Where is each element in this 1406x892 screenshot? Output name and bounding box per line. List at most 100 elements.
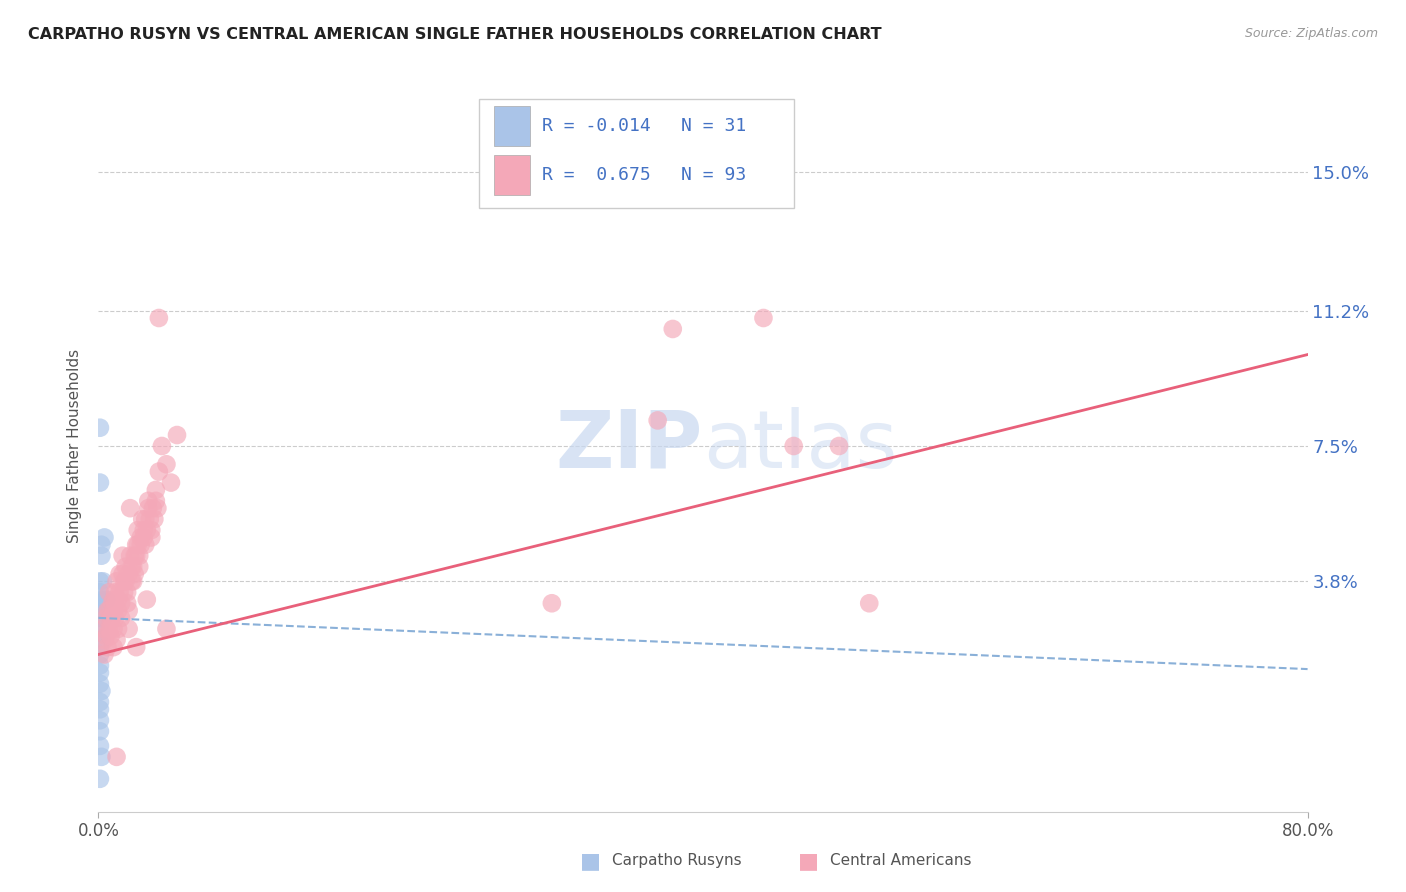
Point: [89, 695, 111, 709]
Point: [105, 749, 128, 764]
Point: [98, 585, 121, 599]
Point: [89, 640, 111, 655]
Point: [129, 530, 152, 544]
Point: [89, 724, 111, 739]
Point: [128, 559, 150, 574]
Point: [89, 772, 111, 786]
Point: [110, 596, 132, 610]
Point: [91, 622, 114, 636]
Bar: [494, 106, 530, 146]
Point: [91, 592, 114, 607]
Text: Source: ZipAtlas.com: Source: ZipAtlas.com: [1244, 27, 1378, 40]
Point: [101, 596, 124, 610]
Point: [89, 665, 111, 680]
Point: [858, 596, 880, 610]
Point: [90, 549, 112, 563]
Point: [752, 311, 775, 326]
Point: [107, 622, 129, 636]
Point: [647, 413, 669, 427]
Point: [89, 618, 111, 632]
Point: [101, 611, 124, 625]
Point: [89, 648, 111, 662]
Point: [124, 549, 146, 563]
Point: [111, 549, 134, 563]
Point: [89, 625, 111, 640]
Point: [108, 567, 131, 582]
Point: [828, 439, 851, 453]
Text: N = 31: N = 31: [682, 118, 747, 136]
Point: [112, 574, 135, 589]
Text: N = 93: N = 93: [682, 167, 747, 185]
Point: [121, 559, 143, 574]
Point: [148, 311, 170, 326]
Point: [150, 439, 173, 453]
Point: [89, 676, 111, 690]
Point: [107, 592, 129, 607]
Point: [110, 611, 132, 625]
Point: [121, 574, 143, 589]
Point: [104, 596, 127, 610]
Point: [93, 530, 115, 544]
Point: [100, 629, 122, 643]
Point: [103, 592, 125, 607]
Point: [115, 596, 138, 610]
Point: [89, 574, 111, 589]
Point: [89, 596, 111, 610]
Point: [93, 648, 115, 662]
Point: [122, 559, 145, 574]
Text: Carpatho Rusyns: Carpatho Rusyns: [612, 854, 741, 868]
Point: [118, 603, 141, 617]
Point: [89, 702, 111, 716]
Point: [136, 501, 159, 516]
Point: [134, 538, 156, 552]
Point: [135, 592, 157, 607]
Point: [96, 640, 118, 655]
Point: [94, 611, 117, 625]
Point: [160, 475, 183, 490]
Point: [540, 596, 562, 610]
Point: [129, 538, 152, 552]
Point: [125, 538, 148, 552]
Point: [139, 512, 162, 526]
Point: [155, 457, 177, 471]
Y-axis label: Single Father Households: Single Father Households: [67, 349, 83, 543]
Point: [93, 632, 115, 647]
Point: [111, 567, 134, 582]
Text: ■: ■: [799, 851, 818, 871]
Point: [89, 603, 111, 617]
Bar: [494, 155, 530, 195]
Point: [128, 549, 150, 563]
Point: [118, 622, 141, 636]
Point: [146, 501, 169, 516]
Point: [120, 501, 142, 516]
Text: ZIP: ZIP: [555, 407, 703, 485]
Point: [135, 523, 157, 537]
Point: [103, 640, 125, 655]
Point: [125, 640, 148, 655]
Point: [783, 439, 806, 453]
Point: [132, 523, 155, 537]
Text: R = -0.014: R = -0.014: [543, 118, 651, 136]
Text: atlas: atlas: [703, 407, 897, 485]
Point: [89, 658, 111, 673]
Point: [145, 494, 167, 508]
Point: [661, 322, 683, 336]
Point: [103, 622, 125, 636]
Text: R =  0.675: R = 0.675: [543, 167, 651, 185]
Point: [90, 538, 112, 552]
Text: Central Americans: Central Americans: [830, 854, 972, 868]
Point: [89, 714, 111, 728]
Point: [104, 611, 127, 625]
Point: [122, 574, 145, 589]
Point: [124, 567, 146, 582]
Point: [127, 538, 149, 552]
Point: [107, 603, 129, 617]
Point: [94, 629, 117, 643]
Point: [90, 749, 112, 764]
Point: [127, 523, 149, 537]
Point: [89, 739, 111, 753]
Point: [89, 475, 111, 490]
Point: [94, 592, 117, 607]
Point: [100, 622, 122, 636]
Point: [89, 585, 111, 599]
